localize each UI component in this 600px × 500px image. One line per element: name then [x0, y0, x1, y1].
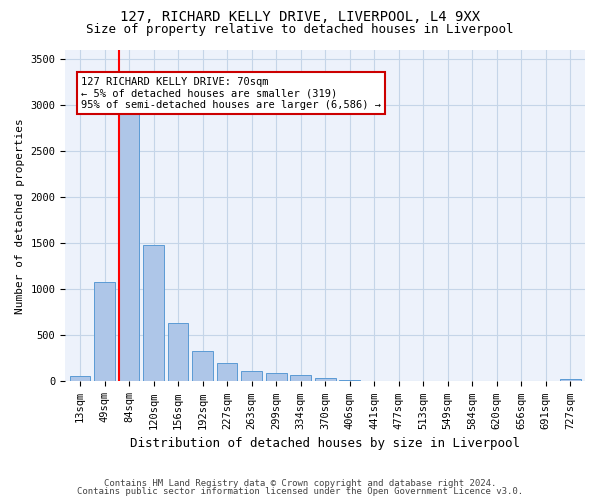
Bar — [143, 245, 164, 382]
Bar — [70, 376, 91, 382]
Text: 127 RICHARD KELLY DRIVE: 70sqm
← 5% of detached houses are smaller (319)
95% of : 127 RICHARD KELLY DRIVE: 70sqm ← 5% of d… — [81, 76, 381, 110]
Bar — [560, 378, 581, 382]
Bar — [192, 351, 213, 382]
Bar — [339, 380, 360, 382]
Text: Contains public sector information licensed under the Open Government Licence v3: Contains public sector information licen… — [77, 487, 523, 496]
Text: Size of property relative to detached houses in Liverpool: Size of property relative to detached ho… — [86, 22, 514, 36]
Bar — [119, 110, 139, 382]
X-axis label: Distribution of detached houses by size in Liverpool: Distribution of detached houses by size … — [130, 437, 520, 450]
Text: 127, RICHARD KELLY DRIVE, LIVERPOOL, L4 9XX: 127, RICHARD KELLY DRIVE, LIVERPOOL, L4 … — [120, 10, 480, 24]
Bar — [167, 322, 188, 382]
Bar — [290, 375, 311, 382]
Bar — [315, 378, 335, 382]
Bar — [94, 282, 115, 382]
Bar — [266, 372, 287, 382]
Bar — [241, 371, 262, 382]
Bar — [364, 380, 385, 382]
Bar — [217, 363, 238, 382]
Text: Contains HM Land Registry data © Crown copyright and database right 2024.: Contains HM Land Registry data © Crown c… — [104, 478, 496, 488]
Y-axis label: Number of detached properties: Number of detached properties — [15, 118, 25, 314]
